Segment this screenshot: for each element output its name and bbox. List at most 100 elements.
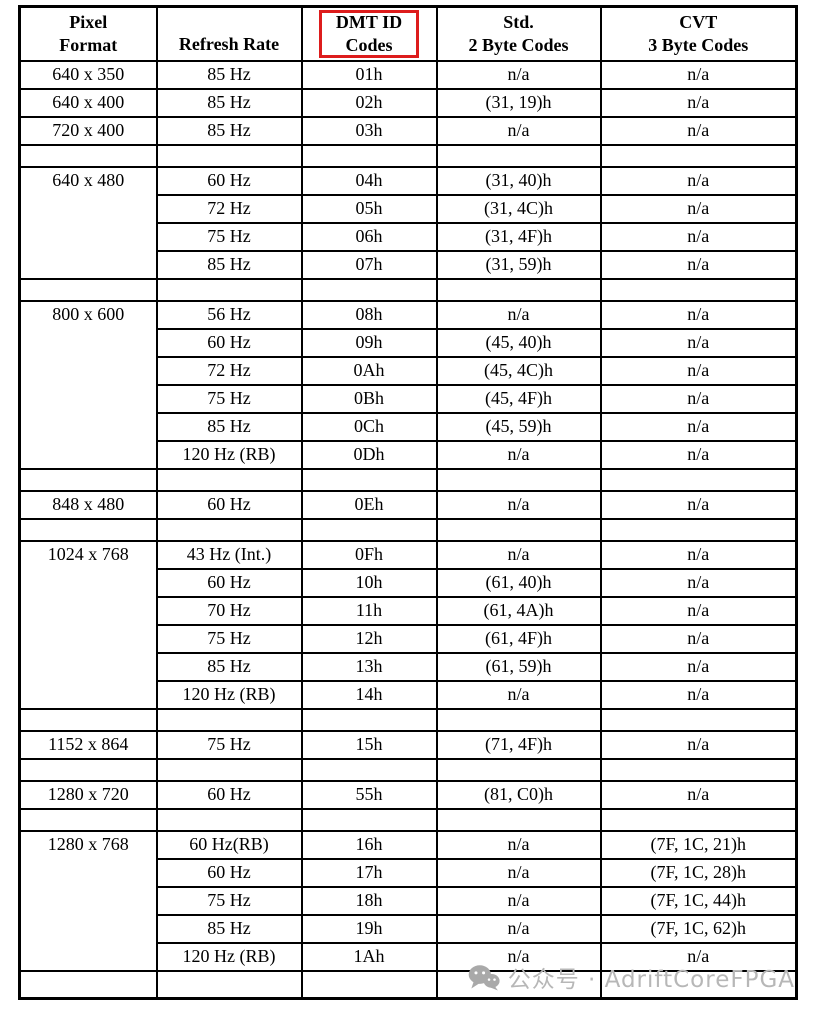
header-line: Pixel <box>69 11 108 32</box>
table-row: 75 Hz 18h n/a (7F, 1C, 44)h <box>20 885 798 916</box>
cvt-code-cell: n/a <box>599 193 798 224</box>
col-header-std-2-byte-codes: Std. 2 Byte Codes <box>435 5 602 62</box>
refresh-rate-cell: 85 Hz <box>155 59 303 90</box>
spacer-row <box>18 757 798 782</box>
spacer-cell <box>435 969 602 1000</box>
spacer-cell <box>300 277 438 302</box>
cvt-code-cell: n/a <box>599 439 798 470</box>
pixel-format-cell: 800 x 600 <box>18 299 158 470</box>
spacer-cell <box>300 969 438 1000</box>
cvt-code-cell: n/a <box>599 941 798 972</box>
refresh-rate-cell: 75 Hz <box>155 885 303 916</box>
dmt-id-cell: 0Dh <box>300 439 438 470</box>
table-row: 720 x 400 85 Hz 03h n/a n/a <box>18 115 798 146</box>
std-code-cell: (31, 19)h <box>435 87 602 118</box>
std-code-cell: n/a <box>435 539 602 570</box>
refresh-rate-cell: 60 Hz <box>155 165 303 196</box>
table-row: 1152 x 864 75 Hz 15h (71, 4F)h n/a <box>18 729 798 760</box>
dmt-id-cell: 10h <box>300 567 438 598</box>
spacer-cell <box>300 707 438 732</box>
spacer-cell <box>435 807 602 832</box>
spacer-cell <box>18 143 158 168</box>
spacer-cell <box>18 757 158 782</box>
spacer-cell <box>155 467 303 492</box>
refresh-rate-cell: 60 Hz(RB) <box>155 829 303 860</box>
table-body: 640 x 350 85 Hz 01h n/a n/a 640 x 400 85 Hz 02h… <box>18 59 798 1000</box>
cvt-code-cell: n/a <box>599 411 798 442</box>
std-code-cell: n/a <box>435 885 602 916</box>
std-code-cell: n/a <box>435 299 602 330</box>
table-row: 120 Hz (RB) 14h n/a n/a <box>20 679 798 710</box>
spacer-cell <box>155 757 303 782</box>
cvt-code-cell: n/a <box>599 355 798 386</box>
cvt-code-cell: n/a <box>599 221 798 252</box>
refresh-rate-cell: 75 Hz <box>155 221 303 252</box>
spacer-row <box>18 707 798 732</box>
std-code-cell: (45, 4C)h <box>435 355 602 386</box>
cvt-code-cell: n/a <box>599 115 798 146</box>
spacer-cell <box>599 467 798 492</box>
std-code-cell: (61, 4A)h <box>435 595 602 626</box>
cvt-code-cell: n/a <box>599 779 798 810</box>
spacer-cell <box>599 277 798 302</box>
cvt-code-cell: (7F, 1C, 62)h <box>599 913 798 944</box>
spacer-cell <box>435 277 602 302</box>
spacer-cell <box>435 757 602 782</box>
pixel-format-cell: 1280 x 768 <box>18 829 158 972</box>
std-code-cell: (31, 4F)h <box>435 221 602 252</box>
table-row: 640 x 350 85 Hz 01h n/a n/a <box>18 59 798 90</box>
table-row: 120 Hz (RB) 0Dh n/a n/a <box>20 439 798 470</box>
cvt-code-cell: n/a <box>599 489 798 520</box>
header-line: DMT ID <box>335 12 403 33</box>
table-row: 1280 x 720 60 Hz 55h (81, C0)h n/a <box>18 779 798 810</box>
pixel-format-cell: 1152 x 864 <box>18 729 158 760</box>
cvt-code-cell: (7F, 1C, 21)h <box>599 829 798 860</box>
spacer-cell <box>155 807 303 832</box>
spacer-cell <box>155 277 303 302</box>
dmt-id-cell: 0Ch <box>300 411 438 442</box>
refresh-rate-cell: 120 Hz (RB) <box>155 679 303 710</box>
refresh-rate-cell: 43 Hz (Int.) <box>155 539 303 570</box>
col-header-cvt-3-byte-codes: CVT 3 Byte Codes <box>599 5 798 62</box>
refresh-rate-cell: 60 Hz <box>155 779 303 810</box>
spacer-cell <box>18 277 158 302</box>
table-row: 640 x 480 60 Hz 04h (31, 40)h n/a <box>18 165 798 280</box>
table-row: 1280 x 768 60 Hz(RB) 16h n/a (7F, 1C, 21)h <box>18 829 798 972</box>
spacer-cell <box>599 969 798 1000</box>
spacer-cell <box>435 143 602 168</box>
std-code-cell: (45, 4F)h <box>435 383 602 414</box>
table-row: 1024 x 768 43 Hz (Int.) 0Fh n/a n/a <box>18 539 798 710</box>
col-header-refresh-rate: Refresh Rate <box>155 5 303 62</box>
cvt-code-cell: n/a <box>599 729 798 760</box>
cvt-code-cell: n/a <box>599 679 798 710</box>
spacer-cell <box>155 707 303 732</box>
table-row: 85 Hz 0Ch (45, 59)h n/a <box>20 411 798 442</box>
header-line: Codes <box>345 35 393 56</box>
refresh-rate-cell: 60 Hz <box>155 327 303 358</box>
cvt-code-cell: n/a <box>599 567 798 598</box>
pixel-format-cell: 640 x 350 <box>18 59 158 90</box>
cvt-code-cell: n/a <box>599 87 798 118</box>
refresh-rate-cell: 56 Hz <box>155 299 303 330</box>
table-row: 60 Hz 09h (45, 40)h n/a <box>20 327 798 358</box>
pixel-format-cell: 1280 x 720 <box>18 779 158 810</box>
std-code-cell: n/a <box>435 679 602 710</box>
spacer-cell <box>18 467 158 492</box>
table-row: 800 x 600 56 Hz 08h n/a n/a <box>18 299 798 470</box>
spacer-cell <box>155 517 303 542</box>
std-code-cell: (31, 59)h <box>435 249 602 280</box>
spacer-cell <box>599 757 798 782</box>
dmt-id-cell: 04h <box>300 165 438 196</box>
cvt-code-cell: n/a <box>599 59 798 90</box>
dmt-id-cell: 14h <box>300 679 438 710</box>
std-code-cell: (81, C0)h <box>435 779 602 810</box>
spacer-cell <box>300 807 438 832</box>
refresh-rate-cell: 85 Hz <box>155 249 303 280</box>
dmt-id-cell: 18h <box>300 885 438 916</box>
table-row: 60 Hz 10h (61, 40)h n/a <box>20 567 798 598</box>
table-header-row: Pixel Format Refresh Rate DMT ID Codes S… <box>18 5 798 62</box>
refresh-rate-cell: 120 Hz (RB) <box>155 439 303 470</box>
col-header-pixel-format: Pixel Format <box>18 5 158 62</box>
dmt-id-cell: 11h <box>300 595 438 626</box>
